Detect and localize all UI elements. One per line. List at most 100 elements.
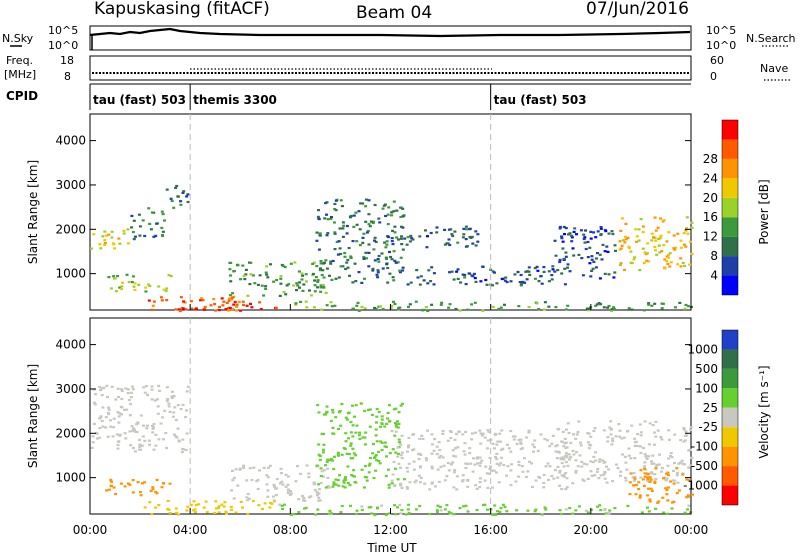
- velocity-cell-2: [175, 511, 178, 514]
- velocity-cell-7: [633, 457, 637, 460]
- velocity-cell-5: [539, 433, 543, 436]
- velocity-cell-5: [492, 469, 496, 472]
- velocity-cell-1: [131, 479, 135, 482]
- power-cell-4: [201, 299, 205, 302]
- velocity-cell-5: [534, 479, 538, 482]
- power-cell-6: [379, 305, 382, 308]
- velocity-cell-6: [380, 504, 384, 507]
- velocity-cell-7: [609, 420, 613, 423]
- velocity-cell-7: [635, 444, 639, 447]
- power-cell-8: [284, 293, 288, 296]
- power-cell-7: [594, 304, 598, 307]
- power-cell-3: [118, 286, 122, 289]
- velocity-ytick-label-1: 2000: [55, 426, 86, 440]
- power-cell-7: [542, 308, 546, 311]
- velocity-cell-6: [355, 509, 359, 512]
- velocity-cell-5: [519, 441, 523, 444]
- power-cell-10: [476, 233, 480, 236]
- velocity-cell-5: [542, 473, 546, 477]
- velocity-cell-0: [133, 450, 137, 453]
- velocity-cell-5: [453, 469, 457, 472]
- power-cell-13: [623, 235, 627, 238]
- velocity-cell-4: [397, 438, 401, 441]
- power-cell-12: [607, 232, 611, 235]
- velocity-cell-5: [530, 462, 534, 465]
- xtick-label-1: 04:00: [173, 523, 208, 537]
- power-cell-9: [320, 273, 324, 277]
- power-cell-13: [667, 231, 671, 234]
- power-cell-1: [138, 225, 142, 228]
- power-cell-9: [376, 258, 380, 261]
- velocity-cell-4: [392, 408, 396, 411]
- power-cell-5: [177, 308, 181, 311]
- power-cell-9: [390, 258, 394, 261]
- power-cell-7: [587, 309, 591, 312]
- velocity-cell-6: [393, 504, 397, 507]
- power-cell-4: [235, 305, 238, 308]
- power-cell-11: [550, 274, 554, 277]
- power-cell-13: [666, 262, 670, 265]
- velocity-cell-2: [166, 499, 170, 503]
- velocity-cell-6: [568, 507, 572, 510]
- velocity-colorbar-segment-4: [722, 407, 738, 428]
- velocity-cell-7: [607, 468, 611, 471]
- power-cell-13: [686, 232, 690, 235]
- velocity-cell-8: [648, 480, 652, 483]
- power-cell-9: [373, 203, 377, 207]
- power-cell-9: [395, 236, 399, 239]
- velocity-cell-7: [670, 456, 674, 459]
- velocity-cell-4: [394, 451, 398, 454]
- velocity-cell-4: [386, 417, 390, 420]
- power-cell-12: [596, 252, 599, 255]
- velocity-cell-0: [129, 444, 133, 447]
- velocity-cell-4: [329, 458, 333, 461]
- power-cell-0: [103, 241, 107, 244]
- velocity-cell-5: [449, 430, 453, 434]
- velocity-cell-4: [355, 424, 359, 427]
- time-axis: 00:00 04:00 08:00 12:00 16:00 20:00 00:00: [73, 304, 708, 537]
- power-cell-7: [535, 302, 539, 305]
- velocity-cell-2: [251, 500, 255, 503]
- velocity-cell-7: [660, 438, 664, 441]
- velocity-cell-7: [619, 470, 623, 473]
- power-cell-7: [607, 304, 611, 308]
- power-cell-13: [624, 238, 628, 241]
- velocity-cell-5: [449, 463, 453, 466]
- velocity-cell-1: [149, 489, 153, 492]
- power-cell-9: [367, 243, 371, 246]
- power-cell-6: [351, 307, 355, 310]
- velocity-cell-0: [177, 440, 181, 443]
- power-cell-9: [345, 232, 349, 235]
- power-cell-9: [339, 265, 343, 268]
- velocity-cell-2: [214, 500, 218, 503]
- power-cell-11: [430, 266, 434, 269]
- velocity-cell-5: [430, 452, 434, 455]
- power-cell-7: [585, 307, 589, 310]
- velocity-cell-6: [445, 504, 449, 507]
- power-cell-13: [684, 245, 688, 248]
- power-cell-1: [132, 238, 136, 241]
- velocity-cell-0: [151, 424, 154, 428]
- velocity-cell-7: [557, 428, 561, 431]
- velocity-cell-0: [120, 388, 124, 391]
- power-cell-6: [356, 301, 360, 304]
- velocity-cell-5: [478, 481, 482, 484]
- power-cell-13: [672, 234, 676, 237]
- velocity-cell-4: [342, 447, 346, 450]
- velocity-cell-4: [397, 422, 401, 425]
- power-cell-9: [372, 220, 375, 223]
- velocity-cell-5: [505, 474, 508, 477]
- velocity-cell-3: [275, 477, 279, 481]
- power-cell-0: [103, 238, 107, 242]
- velocity-cell-3: [265, 474, 269, 477]
- power-ytick-label-0: 1000: [55, 267, 86, 281]
- velocity-cell-3: [289, 490, 292, 493]
- power-cell-1: [152, 235, 156, 238]
- velocity-cell-0: [165, 446, 169, 450]
- velocity-cell-2: [168, 511, 172, 515]
- velocity-cell-2: [257, 504, 261, 507]
- velocity-cell-5: [487, 472, 491, 475]
- velocity-cell-4: [363, 465, 367, 468]
- mode-change-lines: [189, 114, 492, 514]
- velocity-cell-5: [502, 463, 506, 467]
